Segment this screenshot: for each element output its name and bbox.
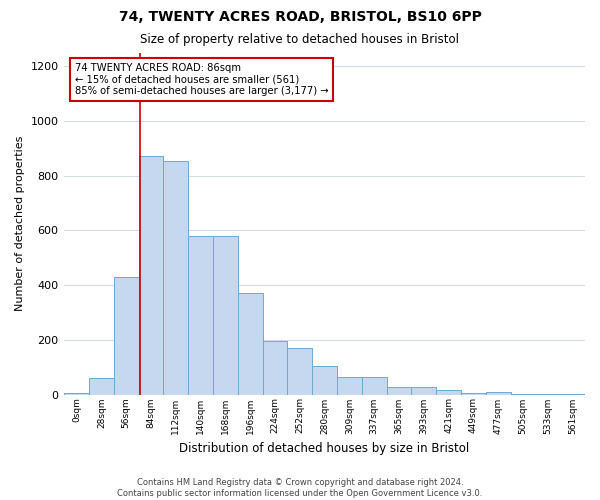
Bar bbox=[114, 277, 139, 394]
Bar bbox=[64, 393, 89, 394]
Bar bbox=[238, 294, 263, 394]
Bar bbox=[287, 348, 312, 395]
Y-axis label: Number of detached properties: Number of detached properties bbox=[15, 136, 25, 311]
Text: Size of property relative to detached houses in Bristol: Size of property relative to detached ho… bbox=[140, 32, 460, 46]
Bar bbox=[362, 376, 386, 394]
Bar bbox=[188, 236, 213, 394]
Bar bbox=[163, 160, 188, 394]
Bar bbox=[386, 387, 412, 394]
X-axis label: Distribution of detached houses by size in Bristol: Distribution of detached houses by size … bbox=[179, 442, 470, 455]
Bar bbox=[337, 376, 362, 394]
Bar bbox=[213, 236, 238, 394]
Bar bbox=[89, 378, 114, 394]
Bar bbox=[263, 341, 287, 394]
Bar bbox=[139, 156, 163, 394]
Bar bbox=[486, 392, 511, 394]
Bar bbox=[436, 390, 461, 394]
Text: 74 TWENTY ACRES ROAD: 86sqm
← 15% of detached houses are smaller (561)
85% of se: 74 TWENTY ACRES ROAD: 86sqm ← 15% of det… bbox=[74, 63, 328, 96]
Bar bbox=[312, 366, 337, 394]
Text: 74, TWENTY ACRES ROAD, BRISTOL, BS10 6PP: 74, TWENTY ACRES ROAD, BRISTOL, BS10 6PP bbox=[119, 10, 481, 24]
Bar bbox=[412, 387, 436, 394]
Text: Contains HM Land Registry data © Crown copyright and database right 2024.
Contai: Contains HM Land Registry data © Crown c… bbox=[118, 478, 482, 498]
Bar bbox=[461, 393, 486, 394]
